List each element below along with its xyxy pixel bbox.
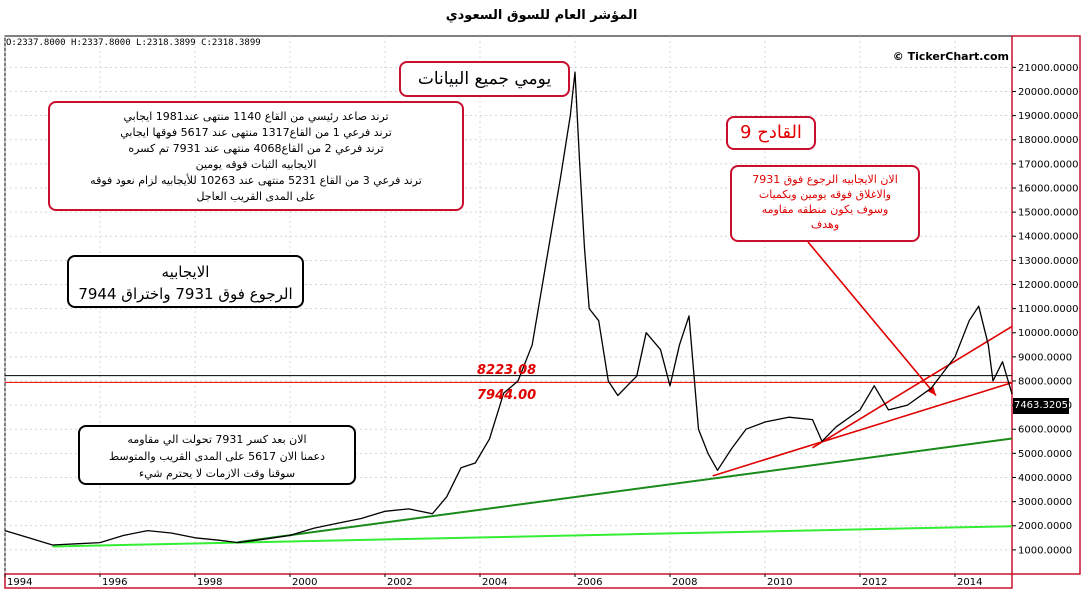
y-axis: 1000.0000 2000.0000 3000.0000 4000.0000 5000…: [1012, 63, 1078, 556]
status-line-2: دعمنا الان 5617 على المدى القريب والمتوس…: [108, 450, 326, 463]
y-tick-label: 4000.0000: [1018, 473, 1072, 484]
y-tick-label: 16000.0000: [1018, 183, 1078, 194]
positive-line-2: الرجوع فوق 7931 واختراق 7944: [78, 285, 293, 303]
daily-all-data-box: يومي جميع البيانات: [399, 61, 570, 97]
x-tick-label: 2004: [482, 577, 507, 588]
trend-line-6: على المدى القريب العاجل: [196, 190, 316, 203]
trendline-sub-1: [237, 437, 1013, 544]
x-axis: 1994 1996 1998 2000 2002 2004 2006 2008 2010 2012…: [4, 574, 982, 588]
trendlines: [5, 241, 1013, 548]
y-tick-label: 18000.0000: [1018, 135, 1078, 146]
y-tick-label: 9000.0000: [1018, 352, 1072, 363]
status-line-1: الان بعد كسر 7931 تحولت الي مقاومه: [127, 433, 307, 446]
status-line-3: سوقنا وقت الازمات لا يحترم شيء: [138, 467, 296, 480]
ohlc-readout: O:2337.8000 H:2337.8000 L:2318.3899 C:23…: [6, 38, 261, 48]
price-series: [4, 71, 1013, 546]
qadeh-note-line-1: الان الايجابيه الرجوع فوق 7931: [752, 173, 898, 186]
trend-line-3: ترند فرعي 2 من القاع4068 منتهى عند 7931 …: [128, 142, 384, 155]
qadeh-note-line-4: وهدف: [810, 218, 840, 231]
x-tick-label: 2014: [957, 577, 982, 588]
y-tick-label: 21000.0000: [1018, 63, 1078, 74]
qadeh-note-line-3: وسوف يكون منطقه مقاومه: [761, 203, 889, 216]
trend-line-2: ترند فرعي 1 من القاع1317 منتهى عند 5617 …: [120, 126, 392, 139]
y-axis-panel: [1011, 35, 1081, 575]
x-axis-panel: [4, 573, 1013, 589]
x-tick-label: 1994: [7, 577, 32, 588]
qadeh-note-line-2: والاغلاق فوقه يومين وبكميات: [758, 188, 892, 201]
y-tick-label: 11000.0000: [1018, 304, 1078, 315]
positive-condition-box: الايجابيه الرجوع فوق 7931 واختراق 7944: [67, 255, 304, 308]
note-arrow: [807, 241, 937, 396]
y-tick-label: 14000.0000: [1018, 232, 1078, 243]
x-tick-label: 2000: [292, 577, 317, 588]
trend-summary-box: ترند صاعد رئيسي من القاع 1140 منتهى عند1…: [48, 101, 464, 211]
trend-line-5: ترند فرعي 3 من القاع 5231 منتهى عند 1026…: [90, 174, 422, 187]
y-tick-label: 1000.0000: [1018, 545, 1072, 556]
x-tick-label: 2002: [387, 577, 412, 588]
y-tick-label: 3000.0000: [1018, 497, 1072, 508]
positive-line-1: الايجابيه: [161, 263, 210, 281]
x-tick-label: 1996: [102, 577, 127, 588]
y-tick-label: 6000.0000: [1018, 425, 1072, 436]
y-tick-label: 20000.0000: [1018, 87, 1078, 98]
x-tick-label: 2006: [577, 577, 602, 588]
daily-all-data-text: يومي جميع البيانات: [417, 69, 552, 89]
y-tick-label: 2000.0000: [1018, 521, 1072, 532]
chart-title: المؤشر العام للسوق السعودي: [445, 8, 638, 23]
y-tick-label: 15000.0000: [1018, 208, 1078, 219]
y-tick-label: 12000.0000: [1018, 280, 1078, 291]
qadeh-label-box: القادح 9: [726, 116, 816, 150]
x-tick-label: 2012: [862, 577, 887, 588]
trendline-sub-3: [812, 325, 1013, 449]
current-status-box: الان بعد كسر 7931 تحولت الي مقاومه دعمنا…: [78, 425, 356, 485]
last-price-tag: 7463.3205: [1013, 398, 1069, 414]
x-tick-label: 2008: [672, 577, 697, 588]
trend-line-4: الايجابيه الثبات فوقه يومين: [195, 158, 317, 171]
qadeh-note-box: الان الايجابيه الرجوع فوق 7931 والاغلاق …: [730, 165, 920, 242]
trend-line-1: ترند صاعد رئيسي من القاع 1140 منتهى عند1…: [123, 110, 389, 123]
credit-label: © TickerChart.com: [892, 50, 1009, 63]
note-arrow-head: [927, 385, 936, 396]
y-tick-label: 10000.0000: [1018, 328, 1078, 339]
y-tick-label: 8000.0000: [1018, 376, 1072, 387]
x-tick-label: 2010: [767, 577, 792, 588]
level-7944-label: 7944.00: [477, 388, 537, 403]
price-series-line: [4, 71, 1013, 546]
y-tick-label: 13000.0000: [1018, 256, 1078, 267]
level-8223-label: 8223.08: [477, 363, 537, 378]
qadeh-label-text: القادح 9: [740, 122, 802, 143]
y-tick-label: 5000.0000: [1018, 449, 1072, 460]
y-tick-label: 17000.0000: [1018, 159, 1078, 170]
y-tick-label: 19000.0000: [1018, 111, 1078, 122]
trendline-main: [52, 525, 1013, 548]
x-tick-label: 1998: [197, 577, 222, 588]
trendline-sub-2: [712, 381, 1013, 477]
